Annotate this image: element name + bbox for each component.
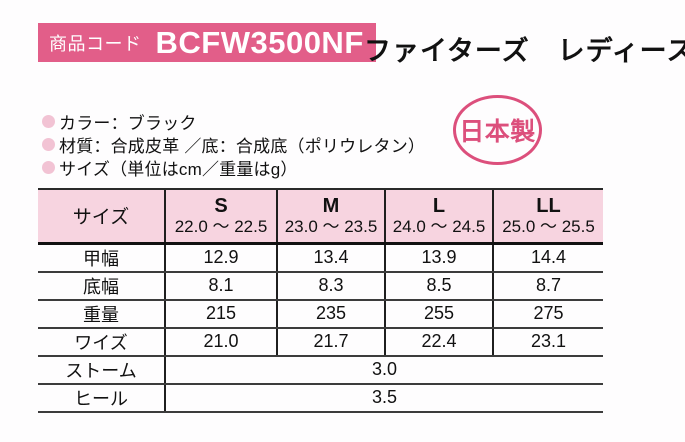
spec-line-size-note: サイズ（単位はcm／重量はg） <box>42 156 425 179</box>
table-cell: 255 <box>384 299 493 329</box>
bullet-icon <box>42 138 55 151</box>
table-cell: 8.1 <box>164 271 277 301</box>
table-cell: 235 <box>276 299 385 329</box>
product-code-label: 商品コード <box>49 33 142 54</box>
size-range: 22.0 〜 22.5 <box>174 216 268 236</box>
table-cell: 22.4 <box>384 327 493 357</box>
table-row-sole-width: 底幅 8.1 8.3 8.5 8.7 <box>38 271 603 301</box>
table-cell: 13.9 <box>384 243 493 273</box>
table-cell: 21.0 <box>164 327 277 357</box>
product-title: ファイターズ レディース <box>364 36 685 66</box>
table-header-col-ll: LL 25.0 〜 25.5 <box>492 188 603 245</box>
table-cell: 21.7 <box>276 327 385 357</box>
spec-color-text: カラー：ブラック <box>59 114 197 133</box>
table-header-row: サイズ S 22.0 〜 22.5 M 23.0 〜 23.5 L 24.0 〜… <box>38 188 603 245</box>
row-label: ストーム <box>38 355 165 385</box>
made-in-japan-badge: 日本製 <box>453 95 542 165</box>
size-range: 24.0 〜 24.5 <box>392 216 486 236</box>
size-range: 25.0 〜 25.5 <box>502 216 595 236</box>
size-spec-table: サイズ S 22.0 〜 22.5 M 23.0 〜 23.5 L 24.0 〜… <box>38 188 603 413</box>
table-cell: 12.9 <box>164 243 277 273</box>
size-range: 23.0 〜 23.5 <box>284 216 378 236</box>
row-label: ワイズ <box>38 327 165 357</box>
spec-material-text: 材質：合成皮革 ／底：合成底（ポリウレタン） <box>59 137 426 156</box>
row-label: 底幅 <box>38 271 165 301</box>
table-cell: 8.7 <box>492 271 603 301</box>
table-row-width-size: ワイズ 21.0 21.7 22.4 23.1 <box>38 327 603 357</box>
row-label: 重量 <box>38 299 165 329</box>
spec-size-note-text: サイズ（単位はcm／重量はg） <box>59 160 298 179</box>
product-code-banner: 商品コード BCFW3500NF <box>38 23 376 62</box>
table-cell: 8.3 <box>276 271 385 301</box>
table-cell: 14.4 <box>492 243 603 273</box>
table-header-col-l: L 24.0 〜 24.5 <box>384 188 493 245</box>
table-cell: 8.5 <box>384 271 493 301</box>
table-row-instep-width: 甲幅 12.9 13.4 13.9 14.4 <box>38 243 603 273</box>
spec-line-color: カラー：ブラック <box>42 110 425 133</box>
table-row-weight: 重量 215 235 255 275 <box>38 299 603 329</box>
table-cell: 13.4 <box>276 243 385 273</box>
table-header-col-s: S 22.0 〜 22.5 <box>164 188 277 245</box>
size-letter: LL <box>536 194 561 217</box>
bullet-icon <box>42 115 55 128</box>
bullet-icon <box>42 161 55 174</box>
size-letter: L <box>432 194 446 217</box>
size-letter: M <box>322 194 340 217</box>
table-cell: 23.1 <box>492 327 603 357</box>
table-header-col-m: M 23.0 〜 23.5 <box>276 188 385 245</box>
row-label: 甲幅 <box>38 243 165 273</box>
table-cell: 215 <box>164 299 277 329</box>
table-cell-merged: 3.0 <box>164 355 603 385</box>
table-cell-merged: 3.5 <box>164 383 603 413</box>
spec-line-material: 材質：合成皮革 ／底：合成底（ポリウレタン） <box>42 133 425 156</box>
row-label: ヒール <box>38 383 165 413</box>
table-corner-label: サイズ <box>38 188 165 245</box>
size-letter: S <box>214 194 228 217</box>
table-cell: 275 <box>492 299 603 329</box>
table-row-heel: ヒール 3.5 <box>38 383 603 413</box>
table-row-storm: ストーム 3.0 <box>38 355 603 385</box>
spec-list: カラー：ブラック 材質：合成皮革 ／底：合成底（ポリウレタン） サイズ（単位はc… <box>42 110 425 179</box>
product-code-value: BCFW3500NF <box>155 24 364 60</box>
